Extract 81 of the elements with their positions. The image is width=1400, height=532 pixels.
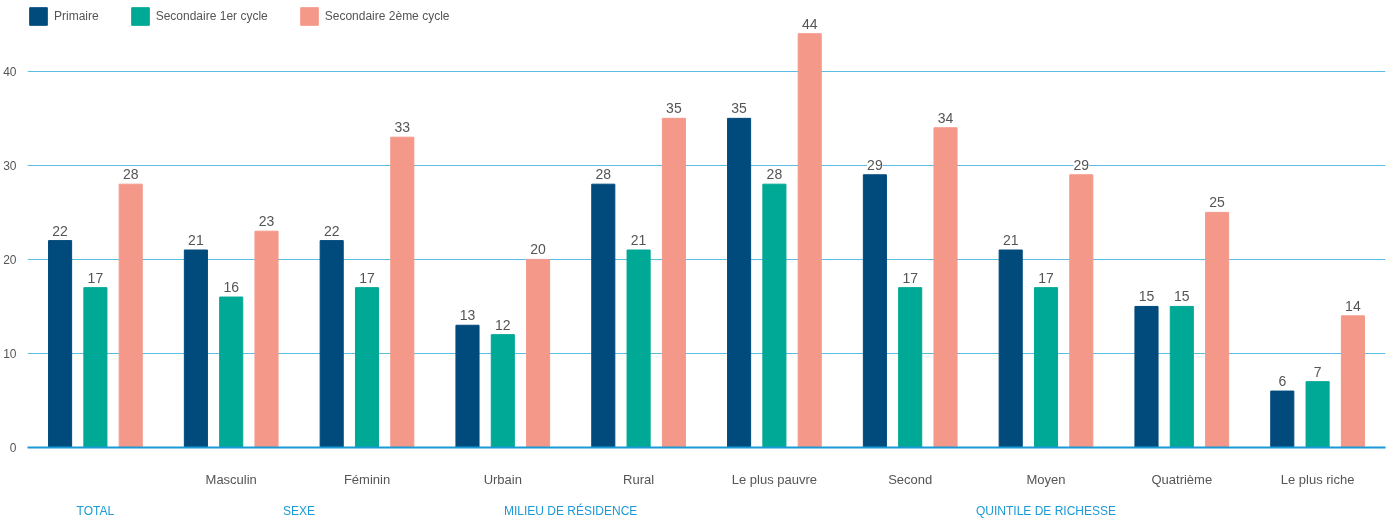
bar [455, 324, 480, 448]
bar [354, 287, 380, 448]
bar [254, 230, 279, 448]
data-label: 14 [1345, 297, 1361, 314]
x-tick-label: Second [888, 471, 933, 487]
legend-label: Primaire [54, 9, 99, 23]
bar [1340, 315, 1365, 448]
y-tick-label: 20 [3, 252, 17, 267]
data-label: 16 [223, 279, 240, 296]
bar [1069, 174, 1094, 448]
bar [898, 287, 923, 448]
bar [219, 296, 244, 448]
data-label: 35 [731, 100, 748, 117]
data-label: 28 [595, 166, 612, 183]
data-label: 17 [87, 269, 104, 286]
data-label: 33 [394, 119, 411, 136]
bar [48, 240, 73, 448]
y-tick-label: 0 [9, 441, 17, 455]
data-label: 21 [630, 232, 647, 249]
bar [526, 258, 551, 448]
data-label: 7 [1313, 363, 1322, 380]
data-label: 23 [258, 213, 275, 230]
y-tick-label: 10 [3, 346, 17, 361]
data-label: 17 [902, 269, 919, 286]
text: TOTAL [76, 503, 115, 518]
x-tick-label: Urbain [483, 471, 522, 487]
bar [118, 183, 143, 448]
bar [1205, 211, 1230, 448]
bar [762, 183, 787, 448]
y-tick-label: 40 [3, 64, 17, 79]
x-tick-label: Masculin [205, 471, 257, 487]
y-tick-label: 30 [3, 158, 17, 173]
bar [933, 127, 958, 448]
data-label: 20 [530, 241, 547, 258]
x-tick-label: Le plus pauvre [731, 471, 818, 487]
legend-label: Secondaire 2ème cycle [324, 9, 450, 23]
bar [998, 249, 1023, 448]
x-tick-label: Le plus riche [1280, 471, 1355, 487]
data-label: 15 [1174, 288, 1190, 305]
data-label: 21 [188, 232, 204, 249]
data-label: 34 [937, 109, 954, 126]
bar [83, 287, 108, 448]
bar [1169, 305, 1194, 448]
data-label: 17 [359, 269, 375, 286]
bar [797, 33, 822, 448]
data-label: 21 [1002, 232, 1019, 249]
data-label: 17 [1038, 269, 1054, 286]
bar [862, 174, 887, 448]
data-label: 29 [1073, 156, 1090, 173]
bar [1134, 305, 1159, 448]
bar [1270, 390, 1295, 448]
x-tick-label: Quatrième [1151, 471, 1213, 487]
data-label: 28 [122, 166, 139, 183]
data-label: 15 [1138, 288, 1155, 305]
bar [591, 183, 616, 448]
bar [1305, 381, 1330, 448]
x-tick-label: Féminin [343, 471, 391, 487]
x-tick-label: Rural [623, 471, 655, 487]
data-label: 28 [766, 166, 783, 183]
data-label: 25 [1209, 194, 1226, 211]
x-tick-label: Moyen [1026, 471, 1066, 487]
bar [183, 249, 208, 448]
data-label: 44 [801, 15, 818, 32]
bar [626, 249, 651, 448]
bar [727, 117, 752, 448]
text: MILIEU DE RÉSIDENCE [504, 502, 638, 518]
bar [661, 117, 686, 448]
data-label: 22 [323, 222, 340, 239]
data-label: 29 [867, 156, 883, 173]
bar [319, 240, 344, 448]
data-label: 13 [459, 307, 476, 324]
data-label: 6 [1278, 373, 1287, 390]
bar [490, 334, 515, 448]
bar [1033, 287, 1059, 448]
bar [390, 136, 415, 448]
legend-label: Secondaire 1er cycle [155, 9, 268, 23]
text: SEXE [283, 503, 316, 518]
data-label: 35 [666, 100, 682, 117]
text: QUINTILE DE RICHESSE [975, 503, 1117, 518]
data-label: 22 [52, 222, 69, 239]
data-label: 12 [495, 316, 511, 333]
